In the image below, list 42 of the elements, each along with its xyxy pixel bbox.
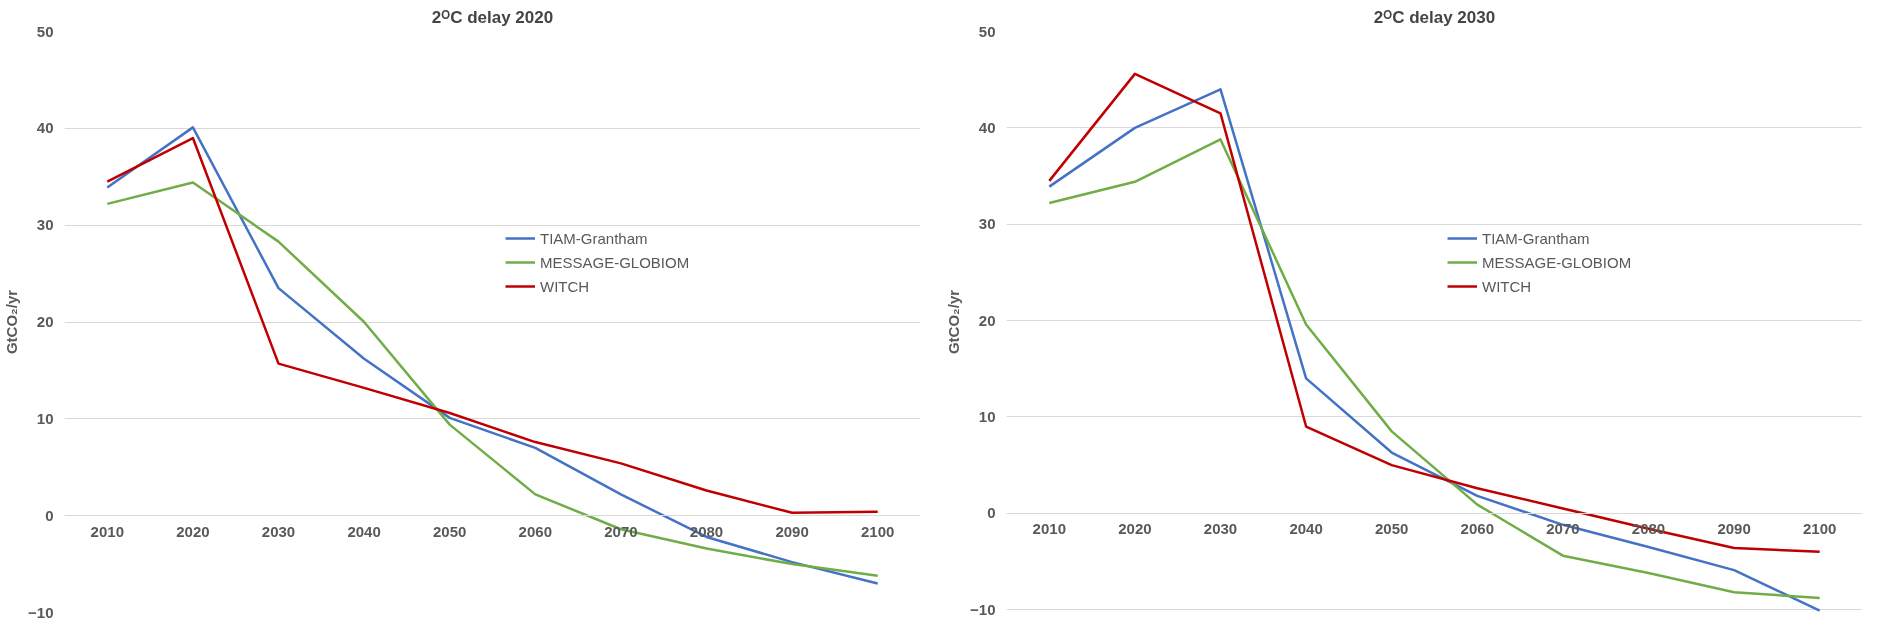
x-tick-label: 2100 <box>1803 520 1837 538</box>
x-tick-label: 2040 <box>1289 520 1323 538</box>
y-tick-label: 40 <box>36 119 54 137</box>
y-tick-label: −10 <box>28 603 54 621</box>
y-tick-label: 30 <box>36 216 54 234</box>
x-tick-label: 2010 <box>1032 520 1066 538</box>
x-tick-label: 2090 <box>1717 520 1751 538</box>
x-tick-label: 2070 <box>1546 520 1580 538</box>
x-tick-label: 2050 <box>1375 520 1409 538</box>
y-tick-label: 10 <box>36 409 54 427</box>
x-tick-label: 2020 <box>1118 520 1152 538</box>
x-tick-label: 2030 <box>1203 520 1238 538</box>
legend-label: WITCH <box>1482 277 1532 295</box>
legend-label: TIAM-Grantham <box>1482 229 1590 247</box>
y-tick-label: −10 <box>970 600 996 618</box>
y-tick-label: 0 <box>987 504 996 522</box>
legend-label: MESSAGE-GLOBIOM <box>540 253 690 271</box>
chart-title: 2ᴼC delay 2020 <box>431 7 554 27</box>
x-tick-label: 2030 <box>261 522 296 540</box>
x-tick-label: 2050 <box>433 522 467 540</box>
x-tick-label: 2040 <box>347 522 381 540</box>
x-tick-label: 2010 <box>90 522 124 540</box>
y-tick-label: 50 <box>978 22 996 40</box>
x-tick-label: 2060 <box>1460 520 1494 538</box>
y-axis-title: GtCO₂/yr <box>945 289 963 355</box>
legend-label: WITCH <box>540 277 590 295</box>
x-tick-label: 2100 <box>861 522 895 540</box>
y-tick-label: 30 <box>978 215 996 233</box>
legend-label: MESSAGE-GLOBIOM <box>1482 253 1632 271</box>
y-tick-label: 0 <box>45 506 54 524</box>
chart-title: 2ᴼC delay 2030 <box>1373 7 1496 27</box>
y-tick-label: 50 <box>36 22 54 40</box>
y-tick-label: 20 <box>978 311 996 329</box>
legend-label: TIAM-Grantham <box>540 229 648 247</box>
x-tick-label: 2020 <box>176 522 210 540</box>
y-tick-label: 20 <box>36 313 54 330</box>
y-axis-title: GtCO₂/yr <box>3 289 21 355</box>
y-tick-label: 10 <box>978 407 996 425</box>
x-tick-label: 2090 <box>775 522 809 540</box>
y-tick-label: 40 <box>978 118 996 136</box>
x-tick-label: 2060 <box>518 522 552 540</box>
line-series <box>106 136 879 515</box>
